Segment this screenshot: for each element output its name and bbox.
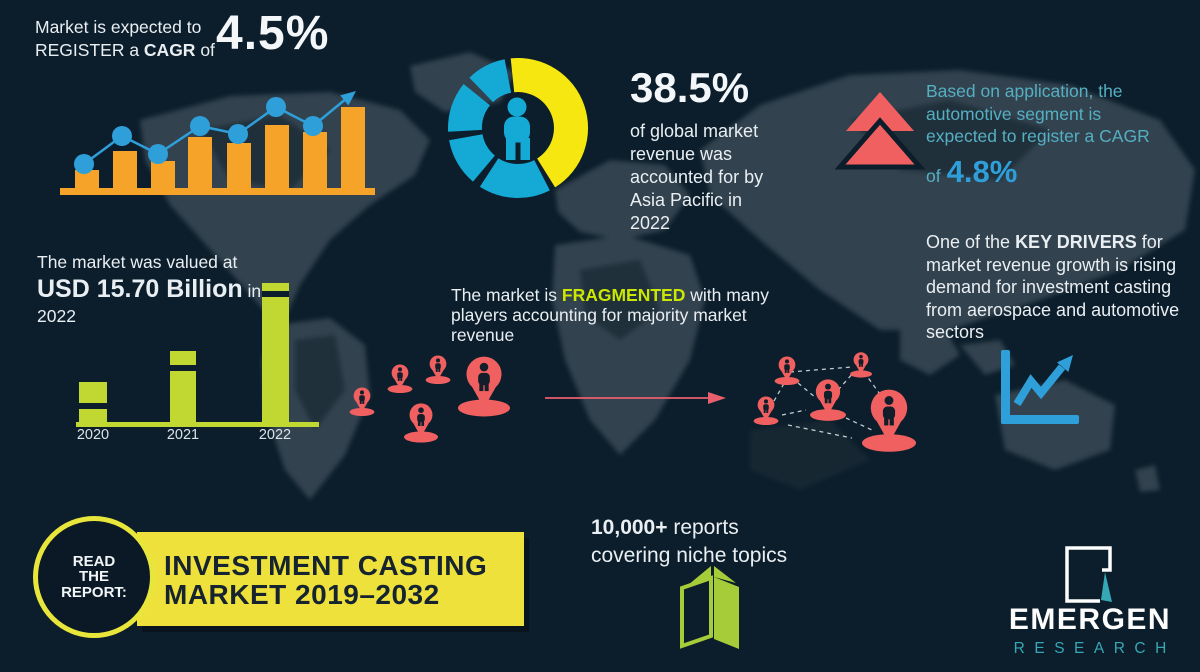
asia-share-desc: of global market revenue was accounted f… [630, 121, 764, 233]
asia-donut-chart [448, 58, 589, 199]
map-pin-icon [810, 379, 846, 421]
read-report-button[interactable]: READ THE REPORT: [33, 516, 155, 638]
map-pin-icon [404, 403, 438, 443]
key-drivers-highlight: KEY DRIVERS [1015, 232, 1137, 252]
cagr-line1: Market is expected to [35, 17, 202, 37]
map-pin-icon [387, 364, 413, 394]
valuation-value: USD 15.70 Billion [37, 275, 243, 303]
report-title: INVESTMENT CASTING MARKET 2019–2032 [164, 550, 488, 610]
fragmented-block: The market is FRAGMENTED with many playe… [451, 285, 769, 345]
report-banner[interactable]: INVESTMENT CASTING MARKET 2019–2032 [137, 532, 524, 626]
asia-share-value: 38.5% [630, 64, 750, 111]
map-pin-icon [862, 389, 916, 452]
open-book-icon [680, 566, 739, 649]
growth-chart-icon [1001, 350, 1079, 424]
fragmentation-arrow-icon [545, 392, 726, 404]
map-pin-icon [349, 387, 375, 417]
year-label-2020: 2020 [76, 427, 110, 443]
trend-dots [74, 97, 323, 174]
networked-pins-group [753, 352, 916, 452]
double-up-arrow-icon [835, 92, 926, 170]
reports-count: 10,000+ [591, 516, 668, 539]
growth-bar-chart [60, 91, 375, 195]
reports-count-block: 10,000+ reports covering niche topics [591, 516, 788, 567]
automotive-cagr-block: Based on application, the automotive seg… [926, 81, 1150, 189]
cagr-headline: Market is expected to REGISTER a CAGR of [35, 16, 215, 62]
automotive-cagr-value: 4.8% [946, 153, 1018, 189]
asia-share-block: 38.5% of global market revenue was accou… [630, 64, 763, 235]
cagr-value: 4.5% [216, 7, 330, 60]
map-pin-icon [458, 356, 510, 417]
emergen-logo-icon [1065, 546, 1112, 603]
valuation-block: The market was valued at USD 15.70 Billi… [37, 252, 262, 326]
logo-subtitle: RESEARCH [1013, 640, 1176, 657]
cagr-line2: REGISTER a CAGR of [35, 40, 215, 60]
map-pin-icon [774, 356, 800, 386]
logo-name: EMERGEN [1008, 603, 1172, 636]
emergen-logo: EMERGEN RESEARCH [1004, 603, 1176, 658]
scattered-pins-group [349, 355, 510, 443]
person-icon [504, 97, 530, 160]
valuation-bar-chart [76, 283, 319, 427]
year-label-2022: 2022 [258, 427, 292, 443]
map-pin-icon [850, 352, 872, 378]
trend-arrow-icon [340, 91, 356, 106]
map-pin-icon [425, 355, 451, 385]
year-label-2021: 2021 [166, 427, 200, 443]
key-drivers-block: One of the KEY DRIVERS for market revenu… [926, 232, 1180, 342]
fragmented-highlight: FRAGMENTED [561, 285, 686, 305]
automotive-of: of [926, 165, 941, 186]
